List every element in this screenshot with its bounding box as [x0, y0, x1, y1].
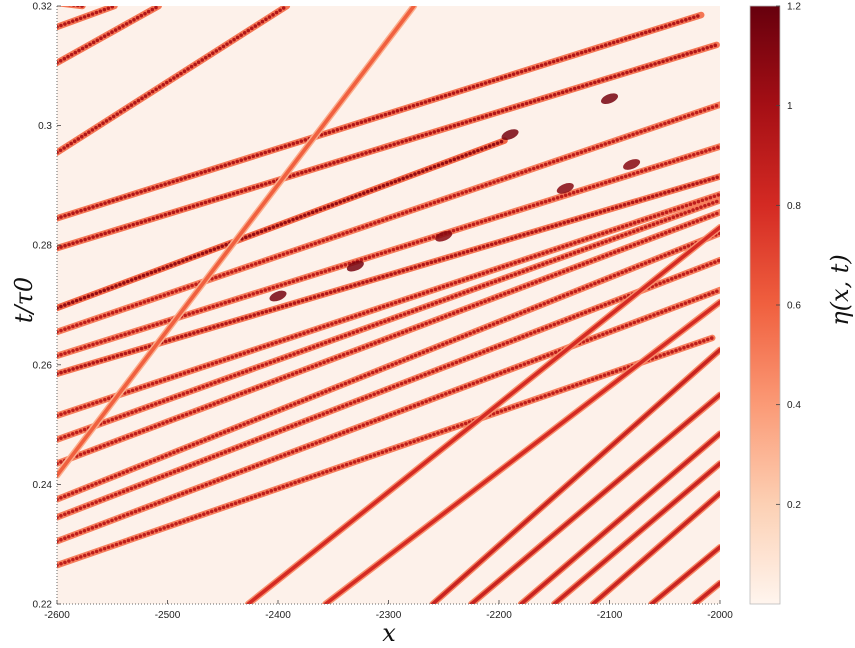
soliton-track-24 [591, 491, 720, 604]
soliton-track-21 [469, 392, 720, 604]
soliton-track-11 [57, 198, 720, 442]
x-tick-label-0: -2600 [44, 610, 70, 621]
hotspot-5 [600, 93, 619, 105]
x-tick-label-3: -2300 [376, 610, 402, 621]
soliton-track-7 [57, 102, 720, 334]
x-tick-label-4: -2200 [486, 610, 512, 621]
x-axis-ticks: -2600 -2500 -2400 -2300 -2200 -2100 -2000 [44, 600, 733, 621]
soliton-track-5 [57, 43, 719, 250]
soliton-track-15 [57, 288, 720, 544]
soliton-track-18 [246, 225, 720, 604]
soliton-track-16 [57, 336, 715, 567]
hotspot-6 [623, 159, 641, 170]
x-axis-label: x [382, 619, 396, 647]
x-tick-label-5: -2100 [597, 610, 623, 621]
soliton-track-17 [57, 6, 416, 478]
hotspot-1 [346, 260, 364, 272]
soliton-track-19 [323, 300, 720, 604]
colorbar-tick-label-2: 0.6 [787, 301, 801, 312]
soliton-track-26 [692, 581, 720, 604]
colorbar-tick-label-1: 0.4 [787, 400, 801, 411]
soliton-track-4 [57, 13, 704, 221]
soliton-track-3 [57, 6, 289, 155]
y-tick-label-0: 0.22 [33, 600, 53, 611]
x-tick-label-6: -2000 [707, 610, 733, 621]
colorbar-tick-label-5: 1.2 [787, 2, 801, 13]
colorbar-tick-label-0: 0.2 [787, 500, 801, 511]
soliton-track-1 [57, 6, 117, 29]
colorbar-ticks: 0.2 0.4 0.6 0.8 1 1.2 [776, 2, 801, 511]
soliton-track-22 [519, 431, 720, 604]
soliton-track-halo-0 [57, 6, 86, 10]
y-axis-label: t/τ0 [10, 277, 38, 323]
x-tick-label-2: -2400 [265, 610, 291, 621]
y-tick-label-4: 0.3 [38, 121, 52, 132]
soliton-track-20 [430, 348, 720, 604]
soliton-tracks [57, 6, 720, 604]
soliton-track-6 [57, 138, 507, 310]
soliton-track-12 [57, 210, 720, 466]
x-tick-label-1: -2500 [155, 610, 181, 621]
hotspot-0 [269, 290, 287, 302]
soliton-track-13 [57, 231, 720, 502]
hotspot-3 [501, 129, 519, 140]
colorbar [749, 5, 781, 605]
y-tick-label-3: 0.28 [33, 241, 53, 252]
interaction-hotspots [269, 93, 641, 302]
hotspot-2 [435, 230, 453, 242]
soliton-track-14 [57, 258, 720, 520]
y-tick-label-1: 0.24 [33, 480, 53, 491]
y-axis-ticks: 0.22 0.24 0.26 0.28 0.3 0.32 [33, 2, 61, 611]
colorbar-tick-label-3: 0.8 [787, 201, 801, 212]
soliton-track-0 [67, 6, 85, 8]
colorbar-tick-label-4: 1 [787, 101, 793, 112]
soliton-track-25 [649, 545, 720, 604]
soliton-track-9 [57, 174, 720, 376]
soliton-track-8 [57, 144, 720, 358]
colorbar-label: η(x, t) [826, 254, 854, 326]
soliton-track-2 [57, 6, 161, 65]
hotspot-4 [556, 183, 574, 194]
y-tick-label-2: 0.26 [33, 360, 53, 371]
soliton-track-23 [552, 461, 720, 604]
y-tick-label-5: 0.32 [33, 2, 53, 13]
soliton-track-10 [57, 192, 720, 418]
